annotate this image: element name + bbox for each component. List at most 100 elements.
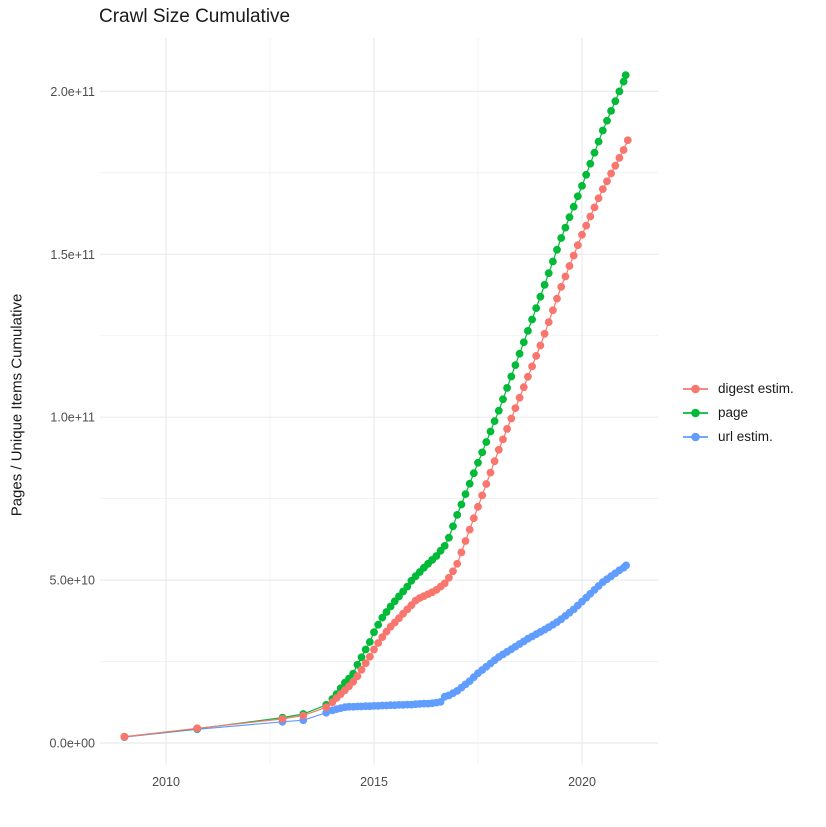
data-point-digest-estim: [569, 251, 578, 260]
data-point-digest-estim: [515, 393, 524, 402]
data-point-page: [621, 71, 630, 79]
legend-item-page: page: [682, 405, 794, 420]
data-point-digest-estim: [469, 514, 478, 523]
data-point-page: [519, 338, 528, 347]
data-point-page: [457, 500, 466, 509]
data-point-page: [499, 395, 507, 404]
data-point-digest-estim: [528, 362, 536, 371]
data-point-digest-estim: [586, 212, 595, 221]
data-point-page: [549, 257, 557, 266]
data-point-digest-estim: [486, 468, 495, 477]
data-point-digest-estim: [619, 146, 628, 154]
legend-key-icon-digest-estim: [683, 384, 708, 393]
data-point-url-estim: [322, 708, 331, 717]
data-point-digest-estim: [361, 659, 370, 668]
series-line-page: [124, 74, 627, 738]
data-point-digest-estim: [511, 404, 520, 412]
data-point-page: [432, 552, 441, 560]
y-tick-label: 2.0e+11: [50, 85, 95, 99]
y-tick-label: 0.0e+00: [49, 737, 95, 751]
data-point-page: [461, 490, 470, 498]
data-point-page: [578, 182, 586, 190]
data-point-page: [511, 361, 520, 369]
data-point-page: [573, 192, 582, 201]
data-point-digest-estim: [299, 711, 308, 720]
data-point-page: [565, 213, 574, 222]
data-point-digest-estim: [561, 272, 570, 281]
y-tick-label: 1.0e+11: [50, 411, 95, 425]
data-point-digest-estim: [573, 241, 582, 250]
data-point-digest-estim: [474, 502, 482, 511]
data-point-page: [374, 620, 383, 629]
data-point-page: [544, 269, 553, 278]
data-point-digest-estim: [322, 703, 331, 712]
data-point-digest-estim: [594, 194, 603, 203]
x-tick-label: 2020: [568, 775, 596, 789]
legend-item-url-estim: url estim.: [682, 429, 794, 444]
data-point-page: [482, 438, 491, 446]
data-point-digest-estim: [503, 425, 511, 433]
data-point-page: [503, 384, 511, 392]
y-tick-label: 1.5e+11: [50, 248, 95, 262]
data-point-digest-estim: [499, 435, 507, 444]
data-point-digest-estim: [490, 457, 499, 466]
data-point-page: [378, 613, 387, 622]
data-point-page: [440, 542, 449, 550]
data-point-digest-estim: [349, 677, 358, 686]
data-point-page: [569, 202, 578, 211]
data-point-page: [469, 469, 478, 478]
data-point-digest-estim: [478, 491, 487, 500]
data-point-page: [445, 533, 453, 542]
data-point-digest-estim: [193, 724, 202, 733]
data-point-digest-estim: [598, 185, 607, 194]
data-point-page: [619, 77, 628, 86]
legend-item-digest-estim: digest estim.: [682, 381, 794, 396]
legend-point-icon: [691, 408, 700, 417]
legend-key-icon-page: [683, 408, 708, 417]
data-point-page: [449, 522, 457, 531]
data-point-digest-estim: [603, 177, 611, 186]
data-point-digest-estim: [615, 154, 624, 162]
data-point-digest-estim: [557, 283, 566, 291]
legend-label: page: [718, 405, 749, 420]
data-point-page: [357, 653, 366, 662]
x-tick-label: 2015: [360, 775, 388, 789]
data-point-page: [382, 608, 391, 616]
data-point-digest-estim: [378, 633, 387, 641]
data-point-digest-estim: [494, 445, 503, 454]
legend-key-icon-url-estim: [683, 432, 708, 441]
data-point-page: [528, 315, 536, 324]
data-point-page: [478, 448, 487, 457]
data-point-digest-estim: [120, 732, 129, 741]
legend-label: digest estim.: [718, 381, 794, 396]
data-point-digest-estim: [590, 203, 599, 212]
data-point-page: [474, 458, 482, 467]
data-point-page: [598, 126, 607, 135]
data-point-digest-estim: [365, 652, 374, 661]
data-point-digest-estim: [607, 169, 615, 178]
data-point-digest-estim: [578, 230, 586, 239]
data-point-digest-estim: [482, 480, 491, 488]
data-point-page: [370, 628, 378, 637]
data-point-page: [603, 116, 611, 125]
data-point-digest-estim: [611, 161, 620, 170]
data-point-digest-estim: [453, 559, 462, 568]
data-point-page: [361, 645, 370, 654]
data-point-digest-estim: [553, 294, 561, 303]
data-point-digest-estim: [461, 537, 470, 545]
data-point-page: [536, 292, 545, 301]
data-point-page: [586, 159, 595, 168]
legend: digest estim. page url estim.: [682, 381, 794, 444]
data-point-digest-estim: [544, 318, 553, 326]
data-point-page: [553, 245, 561, 254]
data-point-page: [465, 479, 474, 488]
legend-point-icon: [691, 432, 700, 441]
data-point-page: [594, 137, 603, 146]
data-point-page: [590, 148, 599, 157]
data-point-digest-estim: [449, 567, 457, 576]
data-point-digest-estim: [623, 136, 632, 145]
data-point-page: [490, 417, 499, 425]
data-point-page: [540, 281, 549, 289]
data-point-page: [403, 582, 412, 591]
